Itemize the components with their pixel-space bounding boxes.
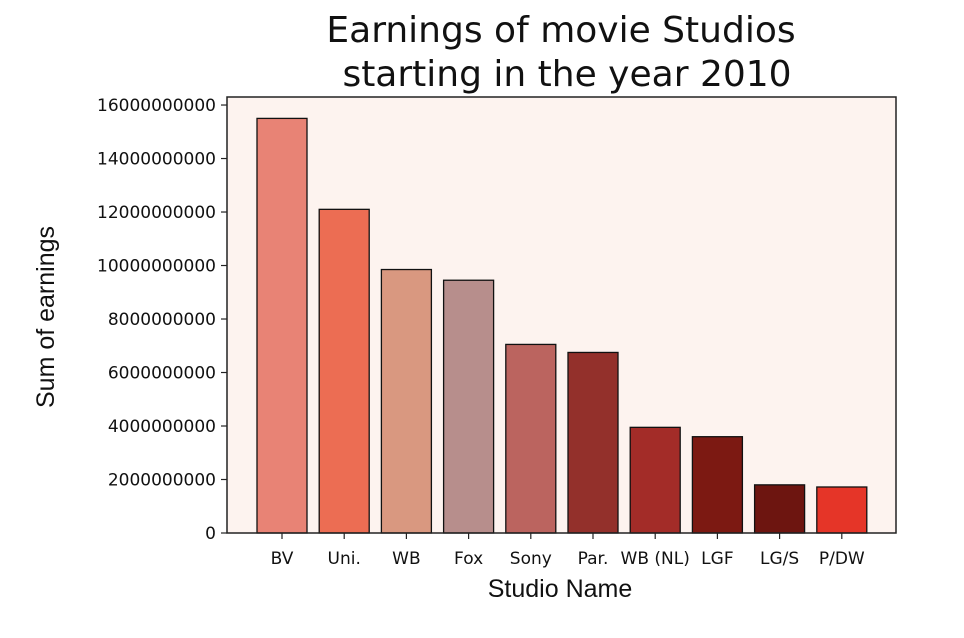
y-axis-label: Sum of earnings xyxy=(32,226,60,408)
y-tick-label: 2000000000 xyxy=(108,471,216,491)
y-tick-label: 16000000000 xyxy=(97,96,216,116)
bar-lgf xyxy=(691,436,744,534)
y-tick-label: 12000000000 xyxy=(97,203,216,223)
bar-wb xyxy=(380,268,433,534)
y-tick-label: 4000000000 xyxy=(108,417,216,437)
bar-par xyxy=(567,351,619,534)
bar-fox xyxy=(442,279,495,534)
chart-title-line-2: starting in the year 2010 xyxy=(342,54,791,95)
x-tick-label: BV xyxy=(271,549,294,569)
x-tick-label: LGF xyxy=(701,549,733,569)
y-tick-label: 14000000000 xyxy=(97,150,216,170)
y-tick-label: 6000000000 xyxy=(108,364,216,384)
x-tick-label: Sony xyxy=(510,549,552,569)
x-axis: BV Uni. WB Fox Sony Par. WB (NL) LGF LG/S P/DW xyxy=(271,533,865,569)
x-axis-label: Studio Name xyxy=(488,575,633,603)
x-tick-label: P/DW xyxy=(819,549,865,569)
x-tick-label: Par. xyxy=(578,549,609,569)
y-axis: 0 2000000000 4000000000 6000000000 800000000… xyxy=(97,96,227,544)
x-tick-label: LG/S xyxy=(760,549,799,569)
bars-group xyxy=(256,117,868,534)
x-tick-label: WB xyxy=(392,549,420,569)
y-tick-label: 10000000000 xyxy=(97,257,216,277)
bar-p-dw xyxy=(816,486,868,534)
bar-wb-nl xyxy=(629,426,681,534)
bar-sony xyxy=(505,343,557,534)
chart-title-line-1: Earnings of movie Studios xyxy=(326,10,795,51)
y-tick-label: 8000000000 xyxy=(108,310,216,330)
bar-uni xyxy=(318,208,370,534)
bar-lg-s xyxy=(753,484,806,534)
plot-frame xyxy=(226,96,897,534)
x-tick-label: Uni. xyxy=(328,549,361,569)
x-tick-label: Fox xyxy=(454,549,483,569)
y-tick-label: 0 xyxy=(205,524,216,544)
bar-bv xyxy=(256,117,308,534)
x-tick-label: WB (NL) xyxy=(621,549,690,569)
